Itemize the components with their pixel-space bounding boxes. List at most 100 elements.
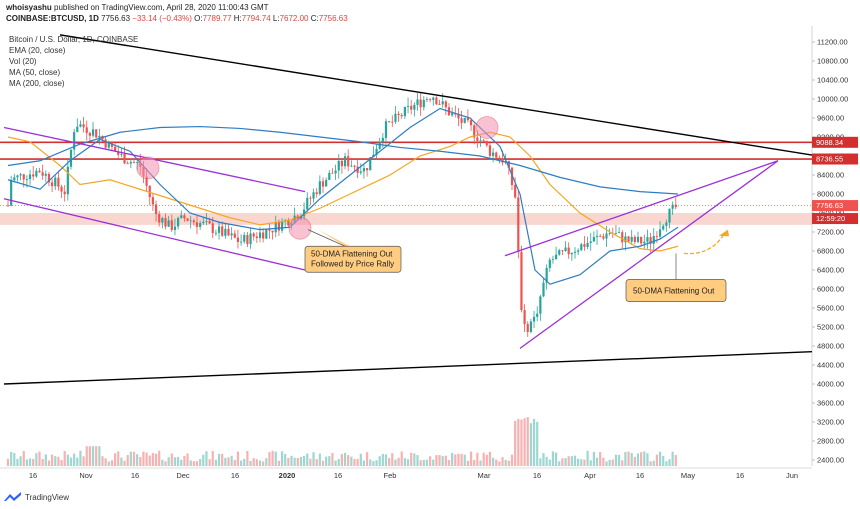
legend-ma50[interactable]: MA (50, close) <box>9 68 61 77</box>
volume-bar <box>35 453 38 466</box>
candle-body <box>655 236 658 237</box>
candle-body <box>217 226 221 233</box>
volume-bar <box>183 455 186 466</box>
volume-bar <box>388 457 391 466</box>
volume-bar <box>6 458 10 466</box>
candle-body <box>117 151 120 155</box>
volume-bar <box>337 459 340 466</box>
candle-body <box>6 205 10 207</box>
volume-bar <box>32 458 35 466</box>
candle-body <box>621 232 624 243</box>
candle-body <box>665 222 668 226</box>
volume-bar <box>208 459 211 466</box>
candle-body <box>551 259 555 261</box>
candle-body <box>69 149 73 167</box>
candle-body <box>145 176 148 186</box>
volume-bar <box>422 459 425 466</box>
candle-body <box>315 192 318 195</box>
legend-vol20[interactable]: Vol (20) <box>9 57 37 66</box>
publisher-name[interactable]: whoisyashu <box>6 3 52 12</box>
volume-bar <box>592 451 595 466</box>
candle-body <box>476 137 479 141</box>
ma200-line <box>7 125 679 195</box>
candle-body <box>350 165 353 167</box>
volume-bar <box>73 453 76 466</box>
tradingview-brand[interactable]: TradingView <box>25 492 70 502</box>
candle-body <box>520 251 523 311</box>
candle-body <box>614 233 618 234</box>
volume-bar <box>306 453 309 466</box>
price-tick-label: 2400.00 <box>817 456 844 465</box>
candle-body <box>233 233 236 238</box>
volume-bar <box>646 453 649 466</box>
time-tick-label: 16 <box>533 471 541 480</box>
candle-body <box>202 221 205 224</box>
volume-bar <box>460 453 463 466</box>
volume-bar <box>287 457 290 466</box>
close-value: 7756.63 <box>318 14 348 23</box>
candle-body <box>432 97 435 100</box>
price-marker-label: 12:59:20 <box>816 214 845 223</box>
candle-body <box>35 170 38 177</box>
volume-bar <box>381 454 384 466</box>
volume-bar <box>577 458 580 466</box>
legend-ma200[interactable]: MA (200, close) <box>9 79 65 88</box>
volume-bar <box>435 455 438 466</box>
volume-bar <box>555 452 558 466</box>
volume-bar <box>13 453 16 466</box>
trend-line-descending <box>59 34 813 156</box>
candle-body <box>668 208 671 223</box>
candle-body <box>151 197 154 205</box>
candle-body <box>451 113 454 116</box>
candle-body <box>268 229 271 231</box>
candle-body <box>16 175 19 178</box>
candle-body <box>466 117 469 121</box>
candle-body <box>652 236 655 244</box>
volume-bar <box>202 454 205 466</box>
volume-bar <box>419 460 422 466</box>
candle-body <box>589 241 592 243</box>
support-zone <box>0 213 812 225</box>
candle-body <box>255 236 258 239</box>
candle-body <box>331 172 334 174</box>
volume-bar <box>161 459 164 466</box>
price-tick-label: 7600.00 <box>817 209 844 218</box>
volume-bar <box>290 455 293 466</box>
volume-bar <box>599 452 602 466</box>
legend-ema20[interactable]: EMA (20, close) <box>9 46 66 55</box>
volume-bar <box>230 455 233 466</box>
candle-body <box>630 236 633 242</box>
volume-bar <box>331 453 334 466</box>
volume-bar <box>362 460 366 466</box>
volume-bar <box>498 461 501 466</box>
candle-body <box>514 185 517 198</box>
candle-body <box>107 141 110 148</box>
volume-bar <box>44 454 47 466</box>
candle-body <box>47 173 51 183</box>
candle-body <box>397 113 400 116</box>
volume-bar <box>158 450 161 466</box>
volume-bar <box>514 420 517 466</box>
volume-bar <box>189 460 192 466</box>
candle-body <box>343 156 347 167</box>
candle-body <box>529 321 532 332</box>
price-marker-label: 9088.34 <box>816 138 843 147</box>
time-tick-label: Jun <box>786 471 798 480</box>
volume-bar <box>136 454 139 466</box>
candle-body <box>328 172 331 180</box>
price-tick-label: 5600.00 <box>817 304 844 313</box>
volume-bar <box>488 451 492 466</box>
candle-body <box>186 218 189 221</box>
volume-bar <box>652 460 655 466</box>
candle-body <box>599 235 602 237</box>
volume-bar <box>438 454 441 466</box>
volume-bar <box>205 451 208 466</box>
price-chart[interactable]: 11200.00 10800.00 10400.00 10000.00 9600.00 9… <box>0 26 860 492</box>
time-tick-label: Nov <box>79 471 93 480</box>
volume-bar <box>671 451 674 466</box>
volume-bar <box>627 451 630 466</box>
callout-2-label: 50-DMA Flattening Out <box>633 287 715 296</box>
candle-body <box>309 197 312 199</box>
volume-bar <box>41 458 44 466</box>
candle-body <box>498 157 501 159</box>
